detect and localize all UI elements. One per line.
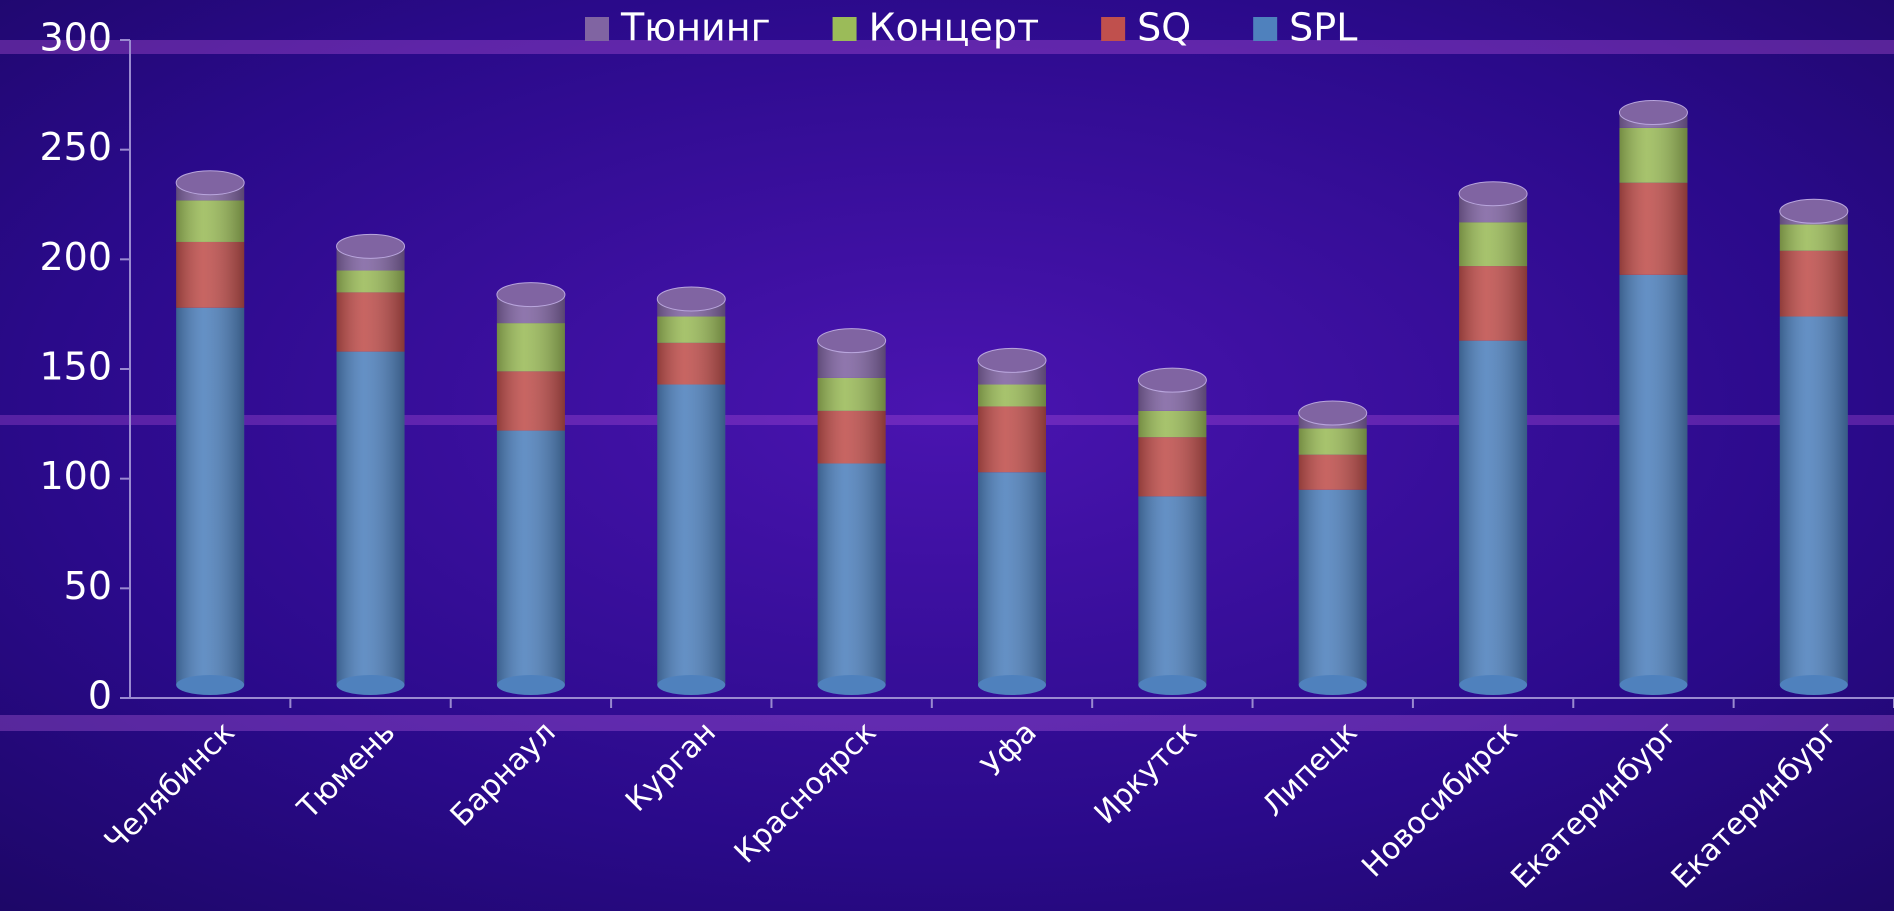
- cylinder-shade: [337, 292, 405, 351]
- legend-swatch: [833, 17, 857, 41]
- cylinder-shade: [1459, 341, 1527, 685]
- y-tick-label: 0: [88, 674, 112, 718]
- cylinder-shade: [337, 352, 405, 685]
- cylinder-shade: [497, 323, 565, 371]
- legend-label: Концерт: [869, 6, 1040, 50]
- y-tick-label: 150: [39, 345, 112, 389]
- light-streak: [0, 415, 1894, 425]
- cylinder-top: [176, 171, 244, 195]
- cylinder-shade: [176, 200, 244, 242]
- cylinder-shade: [1459, 266, 1527, 341]
- cylinder-shade: [497, 371, 565, 430]
- light-streak: [0, 715, 1894, 731]
- legend-label: SPL: [1289, 6, 1357, 50]
- cylinder-bottom: [1780, 675, 1848, 695]
- cylinder-top: [818, 329, 886, 353]
- cylinder-bottom: [1299, 675, 1367, 695]
- cylinder-top: [657, 287, 725, 311]
- cylinder-shade: [1299, 428, 1367, 454]
- cylinder-shade: [1780, 317, 1848, 685]
- cylinder-shade: [978, 472, 1046, 685]
- cylinder-top: [497, 283, 565, 307]
- cylinder-shade: [657, 385, 725, 685]
- cylinder-shade: [1619, 275, 1687, 685]
- cylinder-shade: [978, 406, 1046, 472]
- cylinder-bottom: [337, 675, 405, 695]
- cylinder-top: [337, 234, 405, 258]
- cylinder-bottom: [1619, 675, 1687, 695]
- y-tick-label: 300: [39, 16, 112, 60]
- legend-swatch: [1101, 17, 1125, 41]
- legend-label: SQ: [1137, 6, 1191, 50]
- cylinder-top: [1780, 199, 1848, 223]
- cylinder-top: [1619, 101, 1687, 125]
- cylinder-shade: [657, 317, 725, 343]
- legend-label: Тюнинг: [620, 6, 771, 50]
- cylinder-top: [1138, 368, 1206, 392]
- cylinder-shade: [818, 463, 886, 685]
- cylinder-shade: [818, 378, 886, 411]
- cylinder-shade: [1138, 496, 1206, 685]
- cylinder-top: [1299, 401, 1367, 425]
- cylinder-shade: [176, 242, 244, 308]
- cylinder-shade: [1780, 224, 1848, 250]
- cylinder-shade: [978, 385, 1046, 407]
- cylinder-shade: [1619, 128, 1687, 183]
- chart: 050100150200250300ЧелябинскТюменьБарнаул…: [0, 0, 1894, 911]
- cylinder-bottom: [1459, 675, 1527, 695]
- cylinder-shade: [497, 431, 565, 685]
- cylinder-bottom: [497, 675, 565, 695]
- cylinder-top: [978, 348, 1046, 372]
- cylinder-bottom: [1138, 675, 1206, 695]
- cylinder-shade: [1138, 437, 1206, 496]
- cylinder-bottom: [657, 675, 725, 695]
- cylinder-shade: [1299, 490, 1367, 685]
- cylinder-shade: [1619, 183, 1687, 275]
- cylinder-shade: [657, 343, 725, 385]
- cylinder-shade: [1780, 251, 1848, 317]
- cylinder-bottom: [818, 675, 886, 695]
- cylinder-shade: [1459, 222, 1527, 266]
- cylinder-top: [1459, 182, 1527, 206]
- cylinder-bottom: [978, 675, 1046, 695]
- cylinder-shade: [1299, 455, 1367, 490]
- cylinder-shade: [818, 411, 886, 464]
- y-tick-label: 50: [64, 564, 112, 608]
- cylinder-shade: [176, 308, 244, 685]
- y-tick-label: 200: [39, 235, 112, 279]
- cylinder-shade: [1138, 411, 1206, 437]
- y-tick-label: 100: [39, 454, 112, 498]
- legend-swatch: [1253, 17, 1277, 41]
- legend-swatch: [585, 17, 609, 41]
- cylinder-bottom: [176, 675, 244, 695]
- y-tick-label: 250: [39, 125, 112, 169]
- cylinder-shade: [337, 270, 405, 292]
